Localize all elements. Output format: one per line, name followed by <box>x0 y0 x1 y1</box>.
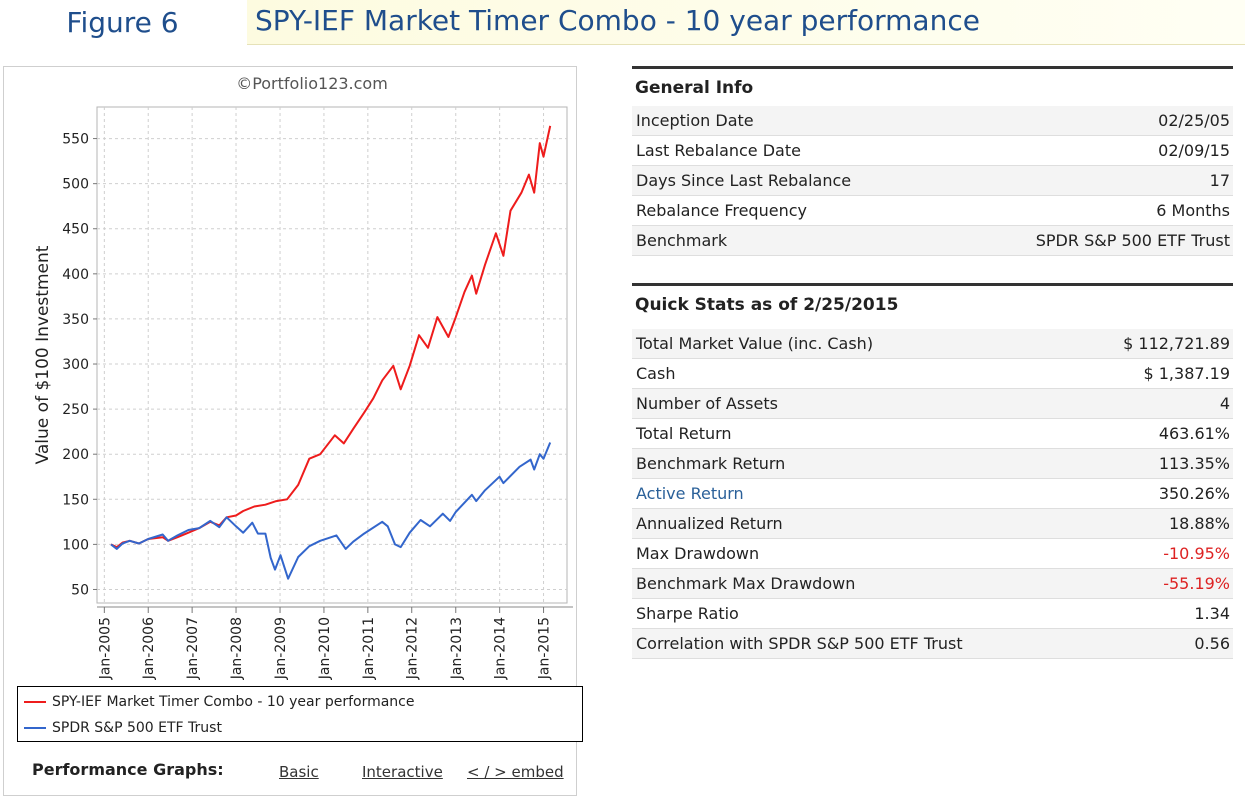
y-tick-label: 250 <box>62 402 89 418</box>
basic-graph-link[interactable]: Basic <box>279 763 319 781</box>
table-row: Inception Date 02/25/05 <box>632 106 1233 136</box>
y-axis-title: Value of $100 Investment <box>33 245 53 464</box>
x-tick-label: Jan-2008 <box>229 617 245 680</box>
y-tick-label: 550 <box>62 132 89 148</box>
table-row: Active Return 350.26% <box>632 479 1233 509</box>
x-tick-label: Jan-2014 <box>493 617 509 680</box>
y-tick-label: 100 <box>62 537 89 553</box>
y-tick-label: 200 <box>62 447 89 463</box>
x-tick-label: Jan-2015 <box>537 617 553 680</box>
general-info-heading: General Info <box>632 66 1233 100</box>
table-row: Annualized Return 18.88% <box>632 509 1233 539</box>
chart-legend: SPY-IEF Market Timer Combo - 10 year per… <box>17 686 583 742</box>
row-value: 18.88% <box>1168 514 1230 533</box>
x-tick-label: Jan-2005 <box>97 617 113 680</box>
table-row: Total Return 463.61% <box>632 419 1233 449</box>
row-label: Number of Assets <box>636 394 778 413</box>
y-tick-label: 150 <box>62 492 89 508</box>
chart-watermark: ©Portfolio123.com <box>236 74 388 93</box>
general-info-table: Inception Date 02/25/05 Last Rebalance Da… <box>632 106 1233 256</box>
x-tick-label: Jan-2009 <box>273 617 289 680</box>
row-value: $ 112,721.89 <box>1123 334 1230 353</box>
x-tick-label: Jan-2013 <box>449 617 465 680</box>
table-row: Benchmark SPDR S&P 500 ETF Trust <box>632 226 1233 256</box>
table-row: Days Since Last Rebalance 17 <box>632 166 1233 196</box>
performance-graphs-label: Performance Graphs: <box>32 760 224 779</box>
y-tick-label: 50 <box>71 582 89 598</box>
table-row: Rebalance Frequency 6 Months <box>632 196 1233 226</box>
series-line-strategy <box>110 125 552 549</box>
row-value: 17 <box>1209 171 1230 190</box>
row-label: Max Drawdown <box>636 544 760 563</box>
embed-graph-link[interactable]: < / > embed <box>467 763 564 781</box>
row-value: 02/25/05 <box>1158 111 1230 130</box>
legend-label-strategy: SPY-IEF Market Timer Combo - 10 year per… <box>52 694 415 710</box>
table-row: Sharpe Ratio 1.34 <box>632 599 1233 629</box>
x-tick-label: Jan-2010 <box>317 617 333 680</box>
x-tick-label: Jan-2006 <box>141 617 157 680</box>
x-tick-label: Jan-2012 <box>405 617 421 680</box>
row-label: Correlation with SPDR S&P 500 ETF Trust <box>636 634 963 653</box>
row-label: Total Return <box>636 424 732 443</box>
row-label: Inception Date <box>636 111 754 130</box>
row-value: -10.95% <box>1163 544 1230 563</box>
row-label: Annualized Return <box>636 514 783 533</box>
row-value: 350.26% <box>1158 484 1230 503</box>
row-value: 02/09/15 <box>1158 141 1230 160</box>
row-label: Days Since Last Rebalance <box>636 171 852 190</box>
quick-stats-panel: Quick Stats as of 2/25/2015 Total Market… <box>632 283 1233 659</box>
y-tick-label: 350 <box>62 312 89 328</box>
row-label: Total Market Value (inc. Cash) <box>636 334 874 353</box>
row-value: 463.61% <box>1158 424 1230 443</box>
performance-chart: ©Portfolio123.com 50 100 150 200 250 300 350 400… <box>33 74 573 680</box>
row-label: Sharpe Ratio <box>636 604 739 623</box>
title-bar: SPY-IEF Market Timer Combo - 10 year per… <box>247 0 1245 45</box>
table-row: Benchmark Return 113.35% <box>632 449 1233 479</box>
row-value: 113.35% <box>1158 454 1230 473</box>
table-row: Correlation with SPDR S&P 500 ETF Trust 0… <box>632 629 1233 659</box>
row-value: 6 Months <box>1156 201 1230 220</box>
series-line-benchmark <box>110 442 552 580</box>
general-info-panel: General Info Inception Date 02/25/05 Last… <box>632 66 1233 256</box>
quick-stats-table: Total Market Value (inc. Cash) $ 112,721.… <box>632 329 1233 659</box>
y-tick-label: 300 <box>62 357 89 373</box>
row-label: Last Rebalance Date <box>636 141 801 160</box>
legend-swatch-benchmark <box>24 727 46 729</box>
row-label: Benchmark Return <box>636 454 786 473</box>
performance-graphs-bar: Performance Graphs: Basic Interactive < … <box>32 760 572 784</box>
row-label: Cash <box>636 364 676 383</box>
table-row: Benchmark Max Drawdown -55.19% <box>632 569 1233 599</box>
row-value: 1.34 <box>1194 604 1230 623</box>
row-value: $ 1,387.19 <box>1143 364 1230 383</box>
legend-swatch-strategy <box>24 701 46 703</box>
row-value: 0.56 <box>1194 634 1230 653</box>
row-label: Benchmark <box>636 231 728 250</box>
row-value: SPDR S&P 500 ETF Trust <box>1035 231 1230 250</box>
active-return-link[interactable]: Active Return <box>636 484 744 503</box>
table-row: Cash $ 1,387.19 <box>632 359 1233 389</box>
x-tick-label: Jan-2007 <box>185 617 201 680</box>
table-row: Total Market Value (inc. Cash) $ 112,721.… <box>632 329 1233 359</box>
chart-panel: ©Portfolio123.com 50 100 150 200 250 300 350 400… <box>3 66 583 796</box>
x-tick-label: Jan-2011 <box>361 617 377 680</box>
page-title: SPY-IEF Market Timer Combo - 10 year per… <box>255 4 980 37</box>
legend-item-strategy: SPY-IEF Market Timer Combo - 10 year per… <box>24 694 414 710</box>
row-label: Benchmark Max Drawdown <box>636 574 856 593</box>
legend-item-benchmark: SPDR S&P 500 ETF Trust <box>24 720 222 736</box>
row-label: Rebalance Frequency <box>636 201 807 220</box>
legend-label-benchmark: SPDR S&P 500 ETF Trust <box>52 720 222 736</box>
y-tick-label: 400 <box>62 267 89 283</box>
row-value: 4 <box>1219 394 1230 413</box>
quick-stats-heading: Quick Stats as of 2/25/2015 <box>632 283 1233 317</box>
interactive-graph-link[interactable]: Interactive <box>362 763 443 781</box>
table-row: Number of Assets 4 <box>632 389 1233 419</box>
table-row: Last Rebalance Date 02/09/15 <box>632 136 1233 166</box>
y-tick-label: 500 <box>62 177 89 193</box>
row-value: -55.19% <box>1163 574 1230 593</box>
plot-area <box>96 106 568 604</box>
y-tick-label: 450 <box>62 222 89 238</box>
table-row: Max Drawdown -10.95% <box>632 539 1233 569</box>
figure-label: Figure 6 <box>0 0 245 44</box>
